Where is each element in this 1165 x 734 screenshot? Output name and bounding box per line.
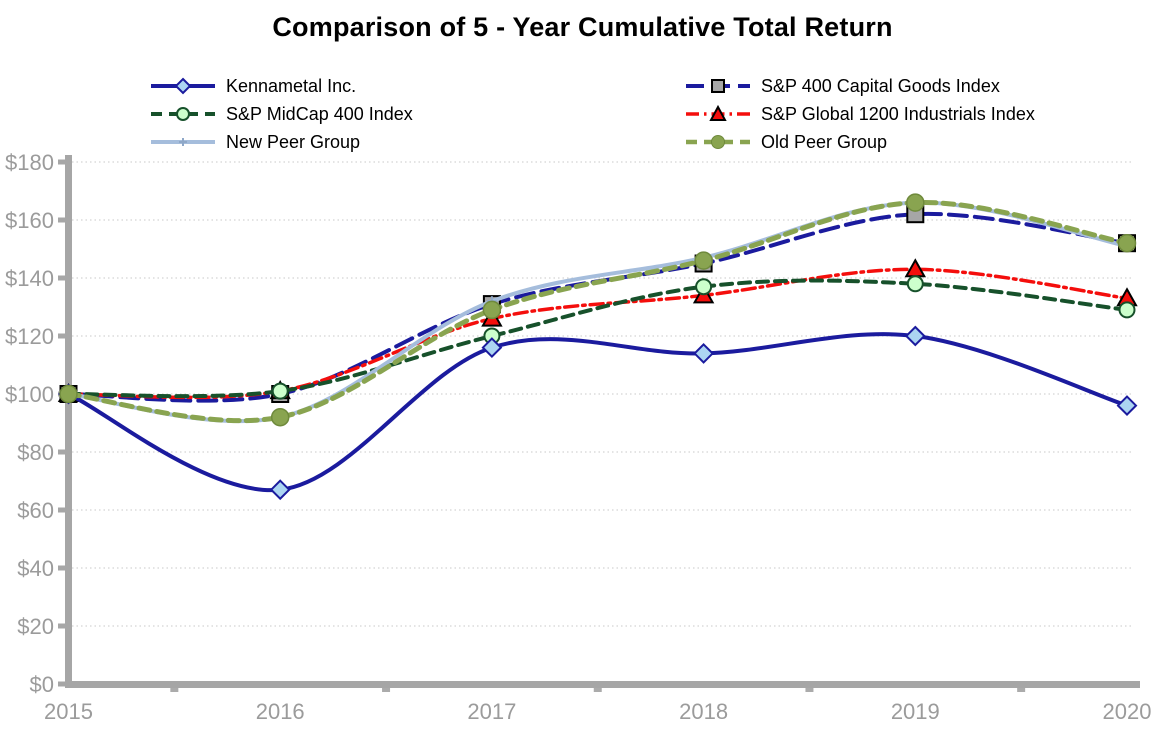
midcap-line-glyph-icon [151, 107, 215, 121]
x-axis-minor-tick [170, 688, 179, 692]
legend-item-kennametal: Kennametal Inc. [148, 72, 413, 100]
y-axis-tick [58, 159, 65, 165]
series-line-s-p-400-capital-goods-index [66, 211, 1129, 403]
series-s-p-midcap-400-index-marker [906, 275, 924, 293]
legend-marker-sample [711, 79, 725, 93]
kennametal-line-glyph-icon [151, 77, 215, 95]
chart-title: Comparison of 5 - Year Cumulative Total … [272, 12, 893, 42]
y-axis-tick [58, 217, 65, 223]
x-tick-label: 2016 [256, 699, 305, 724]
series-line-kennametal-inc [66, 332, 1129, 493]
series-line-old-peer-group [66, 200, 1130, 424]
series-old-peer-group-marker [906, 193, 925, 212]
series-s-p-midcap-400-index-marker [695, 278, 713, 296]
y-tick-label: $140 [5, 266, 54, 291]
x-tick-label: 2015 [44, 699, 93, 724]
global-1200-line-glyph-icon [686, 104, 750, 121]
y-tick-label: $40 [17, 556, 54, 581]
x-tick-label: 2017 [467, 699, 516, 724]
series-kennametal-inc-marker [693, 342, 715, 364]
legend-column-left: Kennametal Inc. S&P MidCap 400 Index New… [148, 72, 413, 156]
x-tick-label: 2019 [891, 699, 940, 724]
y-axis-tick [58, 681, 65, 687]
old-peer-line-glyph-icon [686, 135, 750, 149]
y-axis-tick [58, 507, 65, 513]
y-axis-tick [58, 333, 65, 339]
y-axis-tick [58, 275, 65, 281]
x-axis-minor-tick [1017, 688, 1026, 692]
series-kennametal-inc-marker [904, 325, 926, 347]
series-kennametal-inc-marker [1116, 395, 1138, 417]
legend-marker-sample [711, 135, 725, 149]
series-old-peer-group-marker [482, 300, 502, 320]
legend-label-sp-global-1200: S&P Global 1200 Industrials Index [761, 103, 1035, 124]
legend-item-sp-400-capital-goods: S&P 400 Capital Goods Index [683, 72, 1035, 100]
y-tick-label: $20 [17, 614, 54, 639]
legend-label-old-peer-group: Old Peer Group [761, 131, 888, 152]
new-peer-line-glyph-icon [151, 138, 215, 146]
legend-item-sp-midcap-400: S&P MidCap 400 Index [148, 100, 413, 128]
x-axis-minor-tick [382, 688, 391, 692]
series-line-new-peer-group [66, 200, 1129, 424]
legend-label-sp-midcap-400: S&P MidCap 400 Index [226, 103, 413, 124]
y-tick-label: $100 [5, 382, 54, 407]
legend-column-right: S&P 400 Capital Goods Index S&P Global 1… [683, 72, 1035, 156]
legend-label-new-peer-group: New Peer Group [226, 131, 361, 152]
series-old-peer-group-marker [694, 251, 713, 270]
y-tick-label: $0 [30, 672, 54, 697]
legend-label-kennametal: Kennametal Inc. [226, 75, 357, 96]
y-axis-tick [58, 623, 65, 629]
series-s-p-midcap-400-index-marker [1118, 301, 1136, 319]
x-axis-minor-tick [593, 688, 602, 692]
series-old-peer-group-marker [59, 384, 78, 404]
y-tick-label: $80 [17, 440, 54, 465]
series-line-s-p-global-1200-industrials-index [66, 267, 1129, 400]
x-axis-minor-tick [805, 688, 814, 692]
y-tick-label: $60 [17, 498, 54, 523]
legend-marker-sample [176, 107, 190, 121]
legend-marker-sample [174, 77, 192, 95]
legend-marker-sample [709, 104, 727, 121]
legend-item-sp-global-1200: S&P Global 1200 Industrials Index [683, 100, 1035, 128]
series-line-s-p-midcap-400-index [66, 278, 1129, 399]
y-tick-label: $160 [5, 208, 54, 233]
y-axis-tick [58, 449, 65, 455]
series-kennametal-inc-marker [269, 479, 291, 501]
legend-item-new-peer-group: New Peer Group [148, 128, 413, 156]
legend-item-old-peer-group: Old Peer Group [683, 128, 1035, 156]
series-old-peer-group-marker [1117, 233, 1137, 253]
capital-goods-line-glyph-icon [686, 79, 750, 93]
y-axis-tick [58, 565, 65, 571]
series-s-p-midcap-400-index-marker [271, 382, 289, 400]
series-kennametal-inc-marker [481, 337, 503, 359]
x-tick-label: 2018 [679, 699, 728, 724]
y-tick-label: $180 [5, 150, 54, 175]
series-old-peer-group-marker [270, 407, 290, 427]
y-tick-label: $120 [5, 324, 54, 349]
legend-label-sp-400-capital-goods: S&P 400 Capital Goods Index [761, 75, 1000, 96]
x-tick-label: 2020 [1103, 699, 1152, 724]
